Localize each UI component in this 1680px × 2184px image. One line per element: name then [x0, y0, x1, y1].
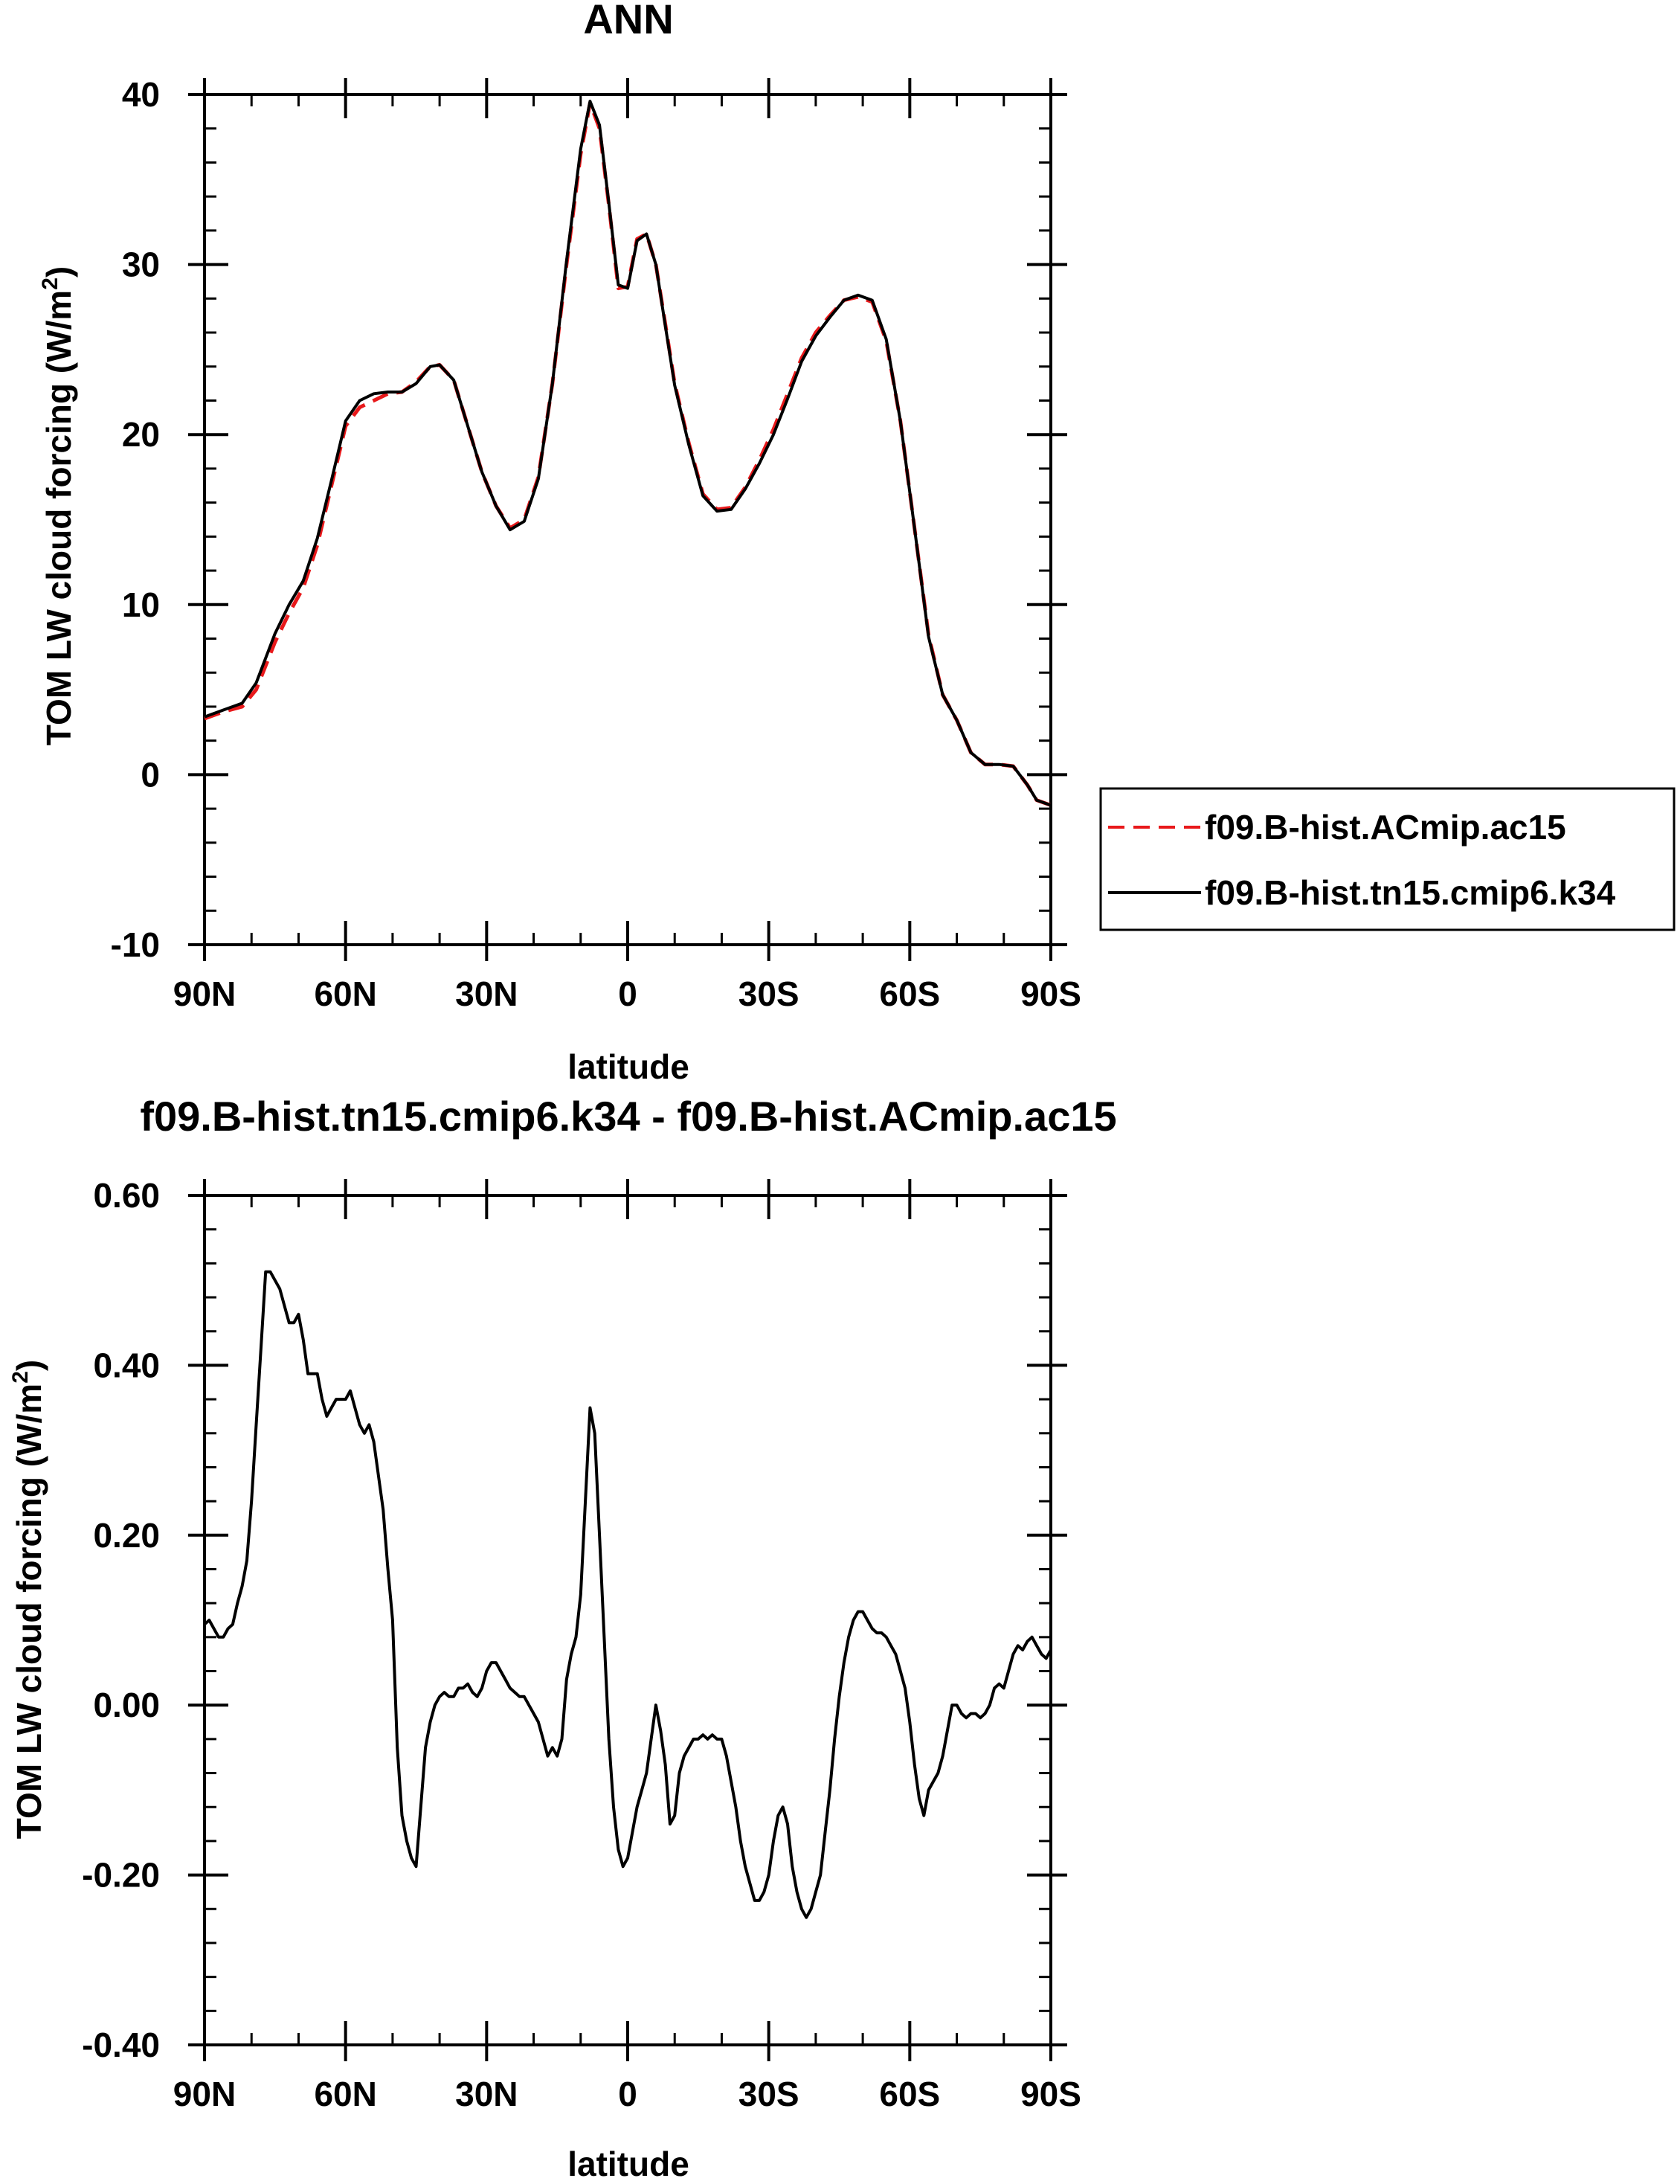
x-tick-label: 0	[618, 2075, 637, 2113]
y-tick-label: 0.40	[93, 1346, 160, 1384]
x-tick-label: 30N	[455, 2075, 518, 2113]
chart-top-title: ANN	[583, 0, 673, 42]
y-tick-label: 30	[122, 245, 160, 284]
series-line	[204, 100, 1052, 807]
series-line	[203, 1270, 1052, 1919]
y-tick-label: -0.40	[82, 2026, 160, 2064]
y-tick-label: 10	[122, 585, 160, 624]
y-tick-label: 0.00	[93, 1686, 160, 1724]
chart-top-marks	[188, 78, 1067, 961]
x-tick-label: 60S	[879, 974, 940, 1013]
chart-bottom-tick-labels: 90N 60N 30N 0 30S 60S 90S -0.40 -0.20 0.00 0.20 0.4…	[82, 1176, 1081, 2113]
x-tick-label: 30N	[455, 974, 518, 1013]
legend-label-acmip: f09.B-hist.ACmip.ac15	[1205, 808, 1566, 847]
x-tick-label: 60N	[314, 2075, 376, 2113]
chart-bottom: f09.B-hist.tn15.cmip6.k34 - f09.B-hist.A…	[8, 1093, 1117, 2183]
legend-box	[1099, 787, 1676, 931]
chart-top-tick-labels: 90N 60N 30N 0 30S 60S 90S -10 0 10 20 30 40	[111, 75, 1081, 1013]
chart-bottom-y-axis-label: TOM LW cloud forcing (W/m2)	[8, 1360, 48, 1839]
y-tick-label: 0.60	[93, 1176, 160, 1215]
x-tick-label: 90N	[173, 2075, 236, 2113]
legend-label-k34: f09.B-hist.tn15.cmip6.k34	[1205, 873, 1616, 912]
x-tick-label: 90S	[1020, 974, 1081, 1013]
y-tick-label: 0	[141, 755, 160, 794]
x-tick-label: 30S	[738, 974, 799, 1013]
x-tick-label: 90N	[173, 974, 236, 1013]
chart-bottom-x-axis-label: latitude	[567, 2145, 689, 2183]
legend: f09.B-hist.ACmip.ac15 f09.B-hist.tn15.cm…	[1099, 787, 1676, 931]
x-tick-label: 60N	[314, 974, 376, 1013]
y-tick-label: 20	[122, 415, 160, 454]
chart-bottom-marks	[188, 1179, 1067, 2061]
y-tick-label: -10	[111, 925, 160, 964]
x-tick-label: 60S	[879, 2075, 940, 2113]
y-tick-label: 40	[122, 75, 160, 114]
x-tick-label: 30S	[738, 2075, 799, 2113]
y-tick-label: 0.20	[93, 1516, 160, 1555]
x-tick-label: 90S	[1020, 2075, 1081, 2113]
chart-top-y-axis-label: TOM LW cloud forcing (W/m2)	[38, 266, 78, 745]
chart-top-x-axis-label: latitude	[567, 1047, 689, 1086]
chart-top: ANN 90N 60N 30N 0 30S 60S 90S -10 0 10 20 30 40 lati…	[38, 0, 1081, 1086]
y-tick-label: -0.20	[82, 1856, 160, 1895]
x-tick-label: 0	[618, 974, 637, 1013]
chart-bottom-title: f09.B-hist.tn15.cmip6.k34 - f09.B-hist.A…	[140, 1093, 1116, 1140]
